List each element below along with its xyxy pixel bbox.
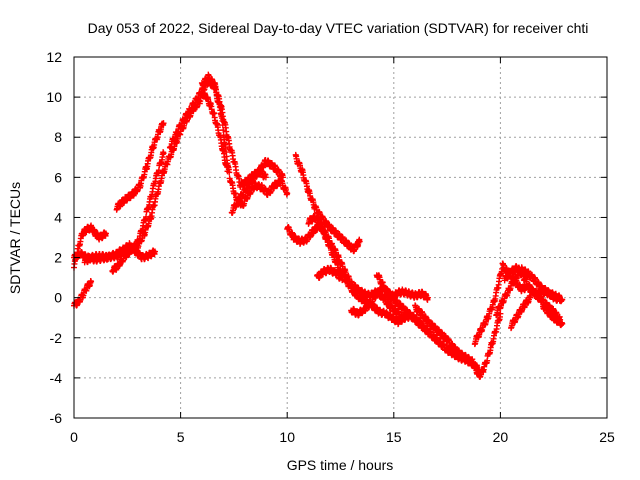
plot-frame xyxy=(73,56,608,419)
y-tick-label: 10 xyxy=(46,89,62,105)
series-markers-sat-track-11 xyxy=(292,151,363,255)
y-tick-label: -6 xyxy=(50,410,63,426)
series-sat-track-9 xyxy=(228,157,286,216)
x-axis-label: GPS time / hours xyxy=(287,457,394,473)
series-markers-sat-track-15 xyxy=(373,272,431,303)
x-tick-label: 20 xyxy=(493,429,509,445)
y-axis-label: SDTVAR / TECUs xyxy=(7,182,23,294)
y-tick-label: 6 xyxy=(54,169,62,185)
y-tick-label: -2 xyxy=(50,330,63,346)
series-markers-sat-track-19 xyxy=(501,263,566,305)
y-tick-label: -4 xyxy=(50,370,63,386)
x-tick-label: 10 xyxy=(279,429,295,445)
series-markers-sat-track-13 xyxy=(314,264,346,284)
y-tick-label: 8 xyxy=(54,129,62,145)
x-tick-label: 0 xyxy=(70,429,78,445)
series-sat-track-13 xyxy=(314,264,346,284)
series-markers-sat-track-16 xyxy=(412,302,504,381)
series-sat-track-6 xyxy=(113,120,167,213)
series-sat-track-20 xyxy=(508,292,534,332)
series-markers-sat-track-5 xyxy=(109,149,167,275)
y-tick-label: 12 xyxy=(46,49,62,65)
x-tick-label: 25 xyxy=(599,429,615,445)
y-tick-label: 4 xyxy=(54,209,62,225)
chart-title: Day 053 of 2022, Sidereal Day-to-day VTE… xyxy=(88,20,589,36)
series-sat-track-19 xyxy=(501,263,566,305)
series-sat-track-15 xyxy=(373,272,431,303)
y-tick-label: 0 xyxy=(54,290,62,306)
series-markers-sat-track-21 xyxy=(540,303,566,329)
axis-ticks: 0 5 10 15 20 25 -6 -4 -2 0 2 4 6 8 10 12 xyxy=(46,49,615,445)
series-sat-track-11 xyxy=(292,151,363,255)
series-sat-track-21 xyxy=(540,303,566,329)
x-tick-label: 5 xyxy=(177,429,185,445)
series-markers-sat-track-9 xyxy=(228,157,286,216)
series-markers-sat-track-20 xyxy=(508,292,534,332)
series-sat-track-16 xyxy=(412,302,504,381)
data-series xyxy=(71,71,566,381)
series-markers-sat-track-6 xyxy=(113,120,167,213)
y-tick-label: 2 xyxy=(54,250,62,266)
series-sat-track-5 xyxy=(109,149,167,275)
x-tick-label: 15 xyxy=(386,429,402,445)
